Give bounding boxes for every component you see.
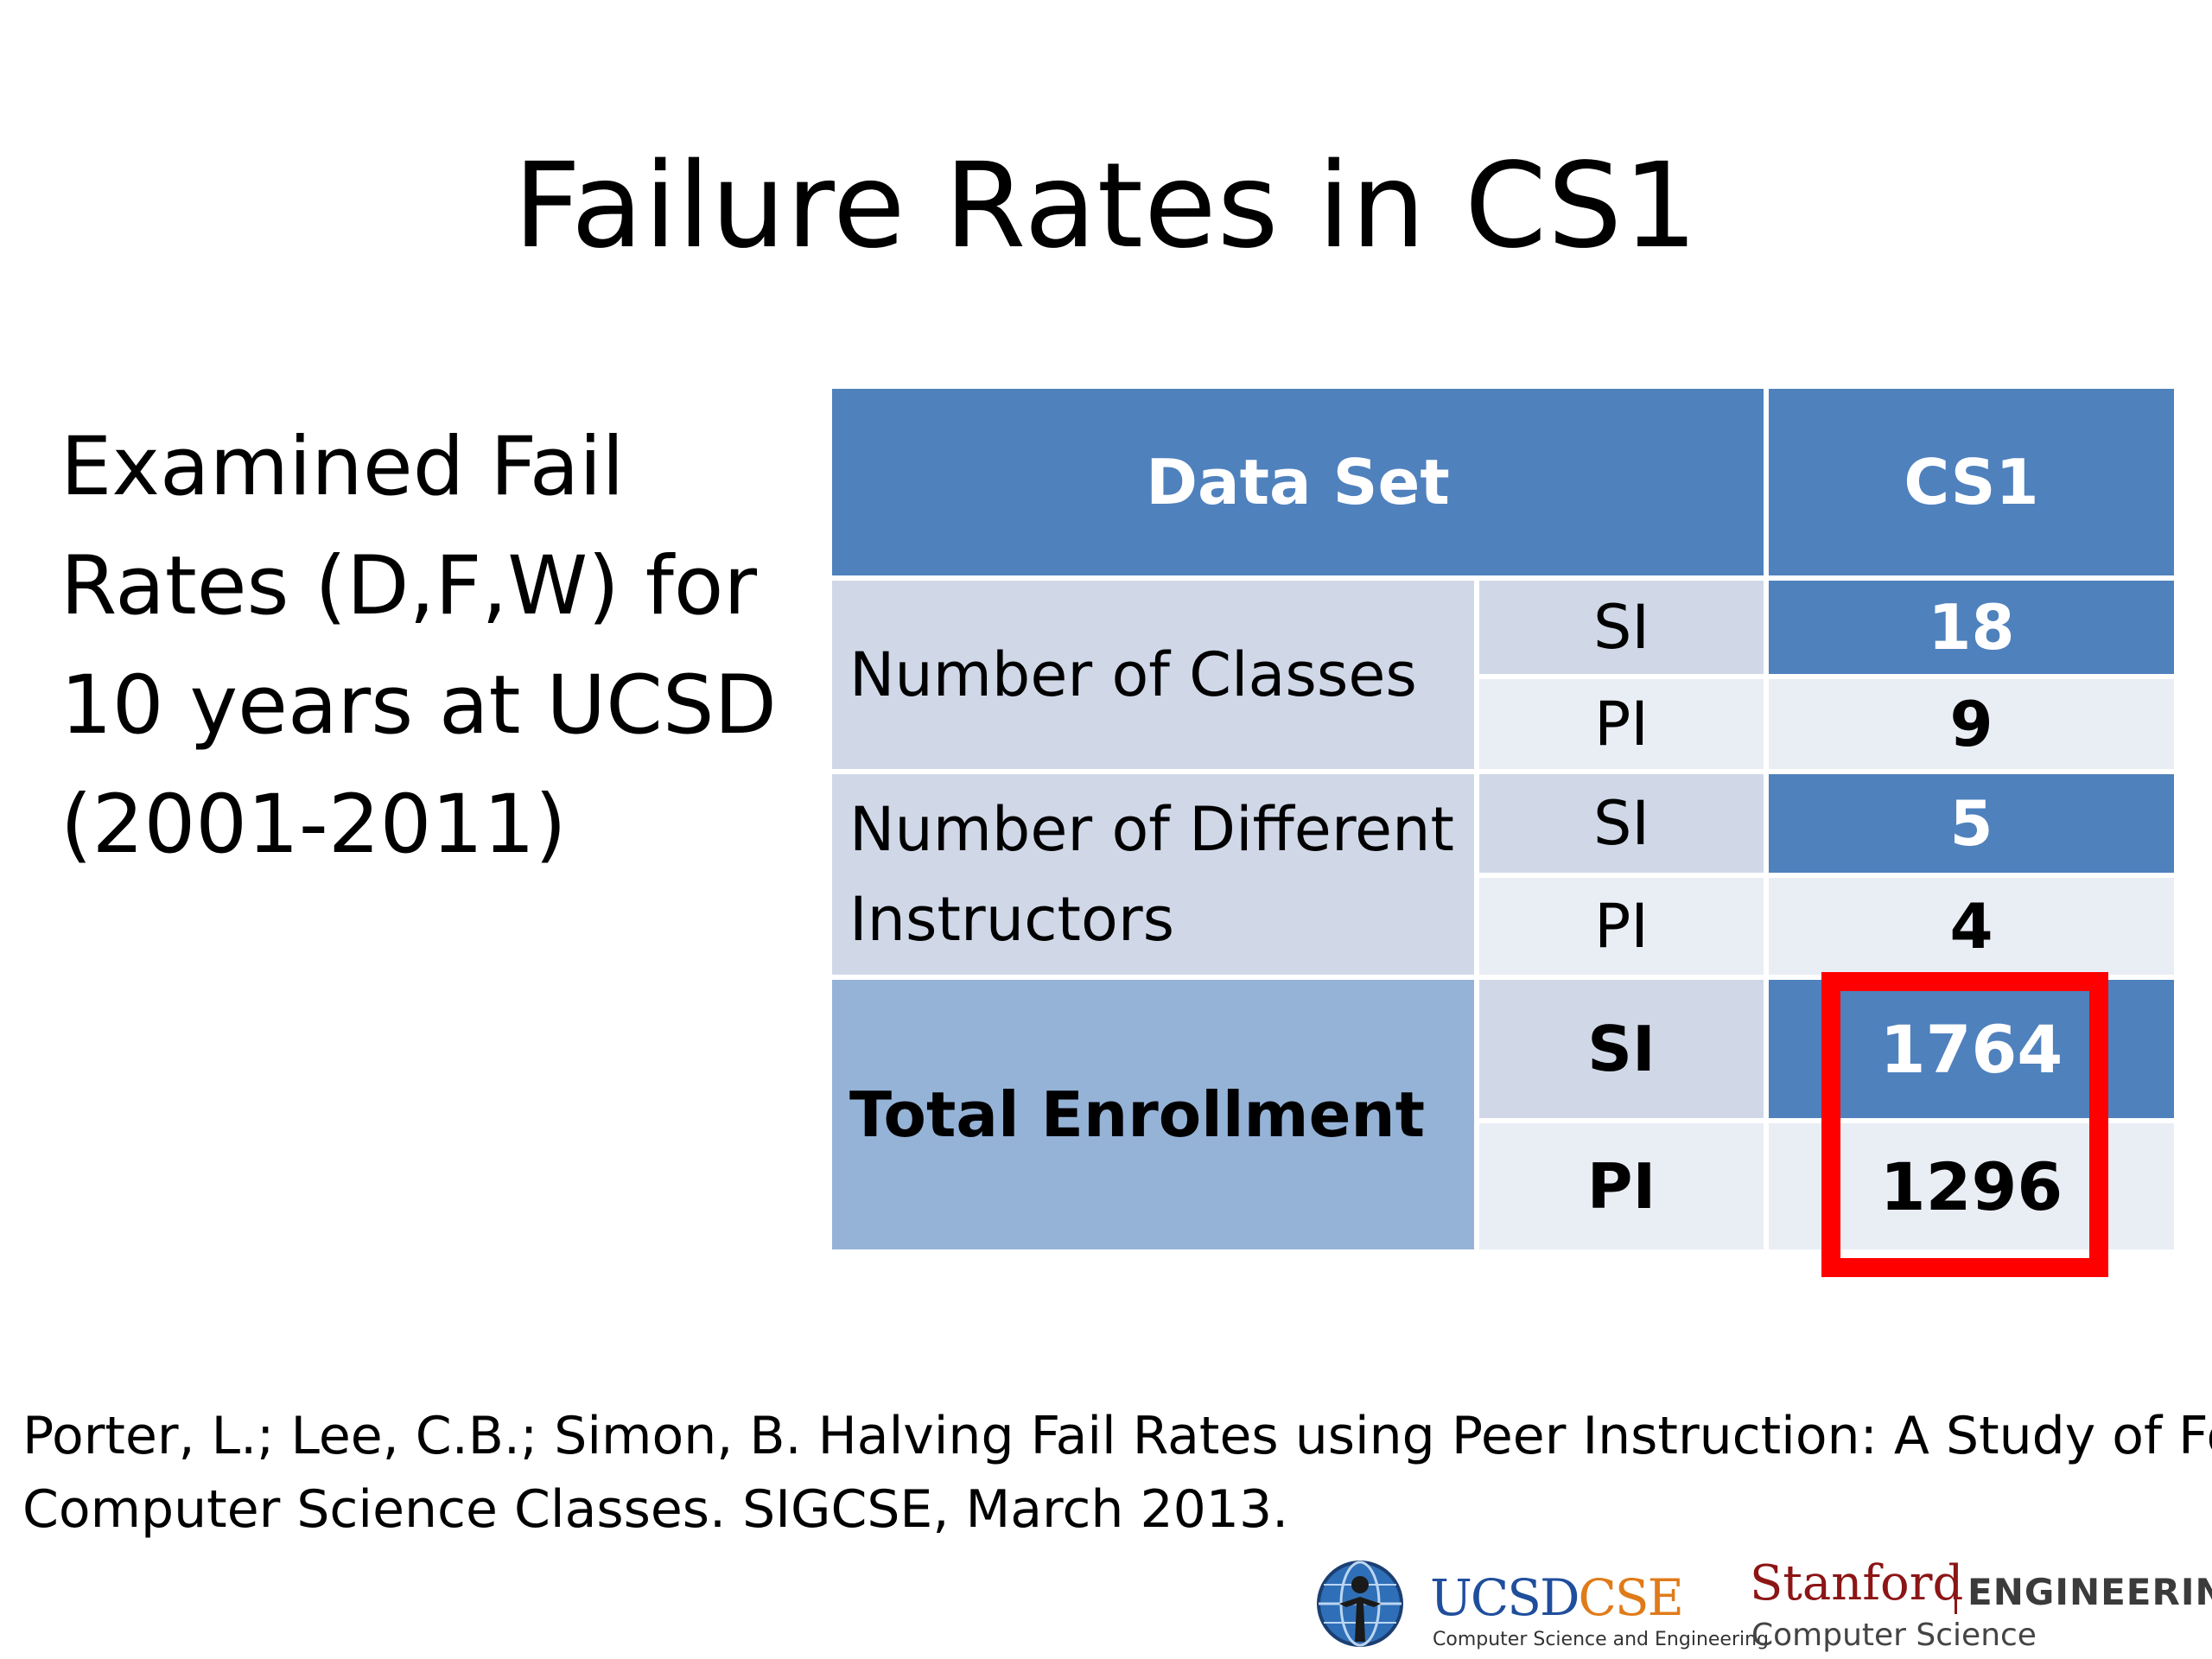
data-table: Data Set CS1 Number of Classes SI 18 PI … (832, 389, 2174, 1249)
stanford-engineering-logo: Stanford ENGINEERING Computer Science (1750, 1555, 2212, 1659)
enrollment-si-label: SI (1479, 980, 1764, 1118)
instructors-label-line: Number of Different (849, 794, 1454, 865)
row-label-instructors: Number of Different Instructors (832, 774, 1474, 975)
instructors-pi-value: 4 (1769, 878, 2174, 975)
classes-pi-value: 9 (1769, 679, 2174, 769)
citation-line: Computer Science Classes. SIGCSE, March … (22, 1479, 1289, 1540)
instructors-si-value: 5 (1769, 774, 2174, 873)
row-label-enrollment: Total Enrollment (832, 980, 1474, 1249)
description-line: Rates (D,F,W) for (60, 539, 758, 633)
slide-title: Failure Rates in CS1 (513, 138, 1699, 275)
citation-line: Porter, L.; Lee, C.B.; Simon, B. Halving… (22, 1406, 2212, 1466)
description-text: Examined Fail Rates (D,F,W) for 10 years… (60, 408, 821, 885)
instructors-si-label: SI (1479, 774, 1764, 873)
classes-si-label: SI (1479, 581, 1764, 674)
ucsd-subtitle: Computer Science and Engineering (1433, 1629, 1770, 1650)
ucsd-wordmark: UCSDCSE (1430, 1568, 1684, 1627)
header-cs1: CS1 (1769, 389, 2174, 575)
classes-pi-label: PI (1479, 679, 1764, 769)
description-line: (2001-2011) (60, 778, 567, 872)
instructors-pi-label: PI (1479, 878, 1764, 975)
ucsd-globe-icon (1317, 1560, 1403, 1647)
instructors-label-line: Instructors (849, 884, 1175, 955)
highlight-box (1821, 972, 2108, 1277)
citation: Porter, L.; Lee, C.B.; Simon, B. Halving… (22, 1400, 2212, 1547)
description-line: 10 years at UCSD (60, 658, 777, 753)
row-label-classes: Number of Classes (832, 581, 1474, 769)
enrollment-pi-label: PI (1479, 1123, 1764, 1249)
header-data-set: Data Set (832, 389, 1764, 575)
stanford-engineering-text: ENGINEERING (1967, 1571, 2212, 1613)
stanford-cs-text: Computer Science (1751, 1618, 2037, 1653)
stanford-wordmark: Stanford (1750, 1555, 1964, 1611)
description-line: Examined Fail (60, 420, 625, 514)
ucsd-cse-logo: UCSDCSE Computer Science and Engineering (1313, 1551, 1769, 1655)
stanford-divider (1955, 1566, 1957, 1614)
classes-si-value: 18 (1769, 581, 2174, 674)
